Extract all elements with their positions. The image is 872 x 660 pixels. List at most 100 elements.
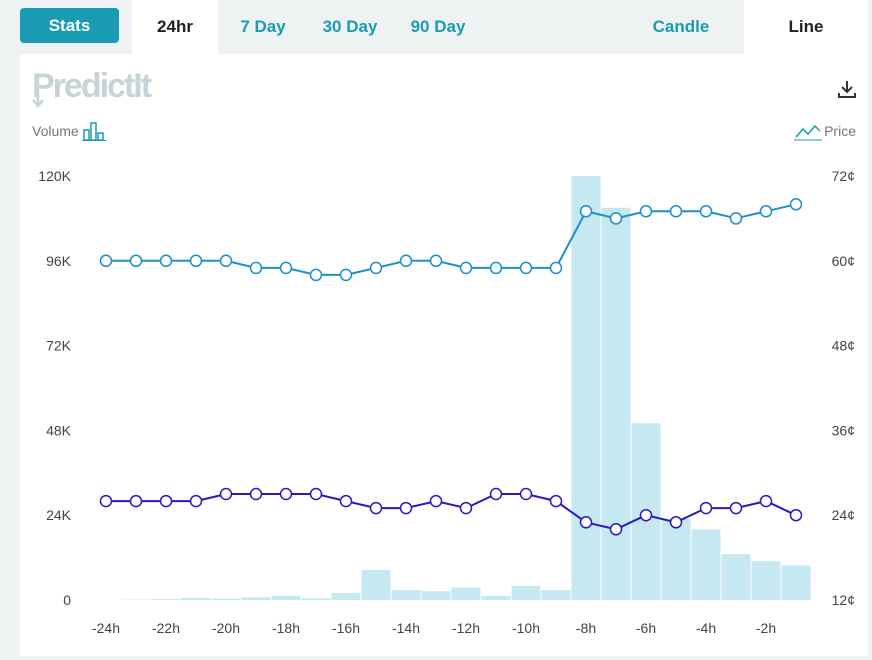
volume-tick-label: 24K [46,507,72,523]
volume-bar [691,529,721,600]
series-point-1 [399,254,413,268]
series-point-1 [189,254,203,268]
series-point-1 [789,198,803,211]
tab-line[interactable]: Line [744,0,868,54]
series-point-2 [399,501,413,515]
logo-text: PredictIt [32,67,152,105]
x-tick-label: -22h [152,620,180,636]
series-point-2 [369,501,383,515]
series-point-1 [369,261,383,275]
volume-bar [541,590,571,600]
series-point-1 [309,268,323,282]
predictit-logo: PredictIt [32,64,152,108]
series-point-2 [309,487,323,501]
price-tick-label: 72¢ [832,168,855,184]
volume-bar [781,565,811,600]
series-point-1 [459,261,473,275]
series-point-2 [339,494,353,508]
x-tick-label: -18h [272,620,300,636]
volume-bar [181,597,211,600]
volume-tick-label: 120K [38,168,71,184]
series-point-2 [189,494,203,508]
price-line-icon [794,124,823,141]
volume-bar [751,561,781,600]
tab-7-day[interactable]: 7 Day [240,17,286,36]
volume-tick-label: 0 [63,592,71,608]
series-point-1 [609,212,623,225]
tab-candle[interactable]: Candle [652,17,710,36]
volume-bar [301,598,331,600]
volume-tick-label: 72K [46,338,72,354]
series-point-2 [549,494,563,508]
series-point-1 [99,254,113,268]
volume-bar [571,176,601,600]
x-tick-label: -4h [696,620,716,636]
series-point-2 [699,501,713,515]
series-point-1 [489,261,503,275]
volume-bar [421,591,451,600]
volume-axis-label: Volume [32,121,108,141]
x-tick-label: -12h [452,620,480,636]
series-point-2 [489,487,503,501]
logo-arrow-icon [32,94,44,108]
series-line-1 [106,203,797,276]
series-point-2 [129,494,143,508]
tab-30-day[interactable]: 30 Day [322,17,378,36]
x-tick-label: -16h [332,620,360,636]
volume-bar [451,587,481,600]
series-point-1 [639,205,653,218]
price-label-text: Price [824,123,856,139]
x-tick-label: -8h [576,620,596,636]
series-point-2 [459,501,473,515]
series-point-1 [549,261,563,275]
price-tick-label: 24¢ [832,507,855,523]
volume-bar [271,595,301,600]
series-point-1 [159,254,173,268]
series-point-2 [249,487,263,501]
series-point-1 [759,205,773,218]
series-point-2 [789,508,803,522]
series-point-1 [729,212,743,225]
volume-bar [331,592,361,600]
tab-90-day[interactable]: 90 Day [410,17,466,36]
series-point-1 [219,254,233,268]
volume-tick-label: 48K [46,422,72,438]
series-point-2 [579,516,593,529]
price-tick-label: 48¢ [832,338,855,354]
series-point-2 [99,494,113,508]
volume-bar [391,590,421,600]
volume-bar [151,598,181,600]
series-point-2 [639,508,653,522]
series-point-1 [579,205,593,218]
series-point-1 [699,205,713,218]
stats-button[interactable]: Stats [20,8,119,43]
price-tick-label: 36¢ [832,422,855,438]
price-tick-label: 60¢ [832,253,855,269]
series-point-2 [429,494,443,508]
volume-bar [661,518,691,600]
series-point-2 [609,523,623,536]
x-tick-label: -2h [756,620,776,636]
series-point-1 [669,205,683,218]
volume-bar [241,597,271,600]
x-tick-label: -6h [636,620,656,636]
volume-bar [601,207,631,601]
volume-bar [481,595,511,600]
volume-label-text: Volume [32,123,79,139]
series-point-1 [429,254,443,268]
series-line-2 [106,493,797,531]
tab-24hr[interactable]: 24hr [132,0,218,54]
volume-bars-icon [81,122,106,141]
volume-tick-label: 96K [46,253,72,269]
x-tick-label: -20h [212,620,240,636]
x-tick-label: -10h [512,620,540,636]
volume-bar [361,570,391,600]
download-icon[interactable] [836,78,858,100]
series-point-1 [249,261,263,275]
volume-bar [511,585,541,600]
volume-bar [721,554,751,600]
series-point-2 [519,487,533,501]
series-point-2 [759,494,773,508]
series-point-1 [339,268,353,282]
series-point-1 [129,254,143,268]
